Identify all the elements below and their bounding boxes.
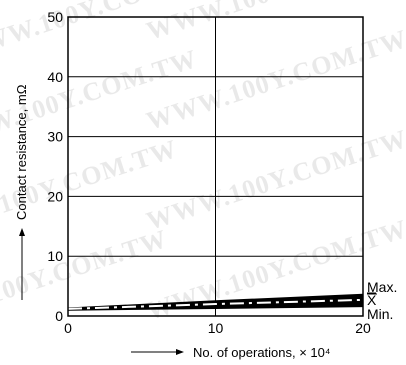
watermark-text: WWW.100Y.COM.TW [143, 24, 406, 136]
x-axis-title-group: No. of operations, × 10⁴ [131, 345, 330, 360]
series-mean-line [67, 298, 364, 310]
watermark-text: WWW.100Y.COM.TW [0, 224, 171, 336]
x-axis-arrow-head [176, 349, 184, 355]
y-axis-arrow-head [19, 228, 25, 236]
series-label-mean: X [367, 292, 377, 308]
y-tick-label: 20 [47, 188, 63, 204]
y-tick-label: 40 [47, 69, 63, 85]
x-tick-label: 10 [208, 320, 224, 336]
watermark-layer: WWW.100Y.COM.TWWWW.100Y.COM.TWWWW.100Y.C… [0, 0, 406, 336]
series-label-min: Min. [367, 306, 393, 322]
grid-lines [68, 17, 363, 316]
y-tick-label: 10 [47, 248, 63, 264]
series-max-line [67, 293, 364, 309]
series-lines [67, 293, 364, 311]
x-tick-label: 0 [64, 320, 72, 336]
y-axis-title: Contact resistance, mΩ [14, 84, 29, 220]
y-axis-title-group: Contact resistance, mΩ [14, 84, 29, 300]
x-axis-title: No. of operations, × 10⁴ [193, 345, 330, 360]
plot-frame [67, 16, 364, 317]
y-tick-label: 0 [55, 308, 63, 324]
watermark-text: WWW.100Y.COM.TW [143, 124, 406, 236]
x-tick-labels: 0 10 20 [64, 320, 371, 336]
x-tick-label: 20 [355, 320, 371, 336]
series-label-max: Max. [367, 279, 397, 295]
y-tick-label: 50 [47, 9, 63, 25]
series-min-line [67, 305, 364, 311]
y-tick-label: 30 [47, 129, 63, 145]
y-tick-labels: 0 10 20 30 40 50 [47, 9, 63, 324]
